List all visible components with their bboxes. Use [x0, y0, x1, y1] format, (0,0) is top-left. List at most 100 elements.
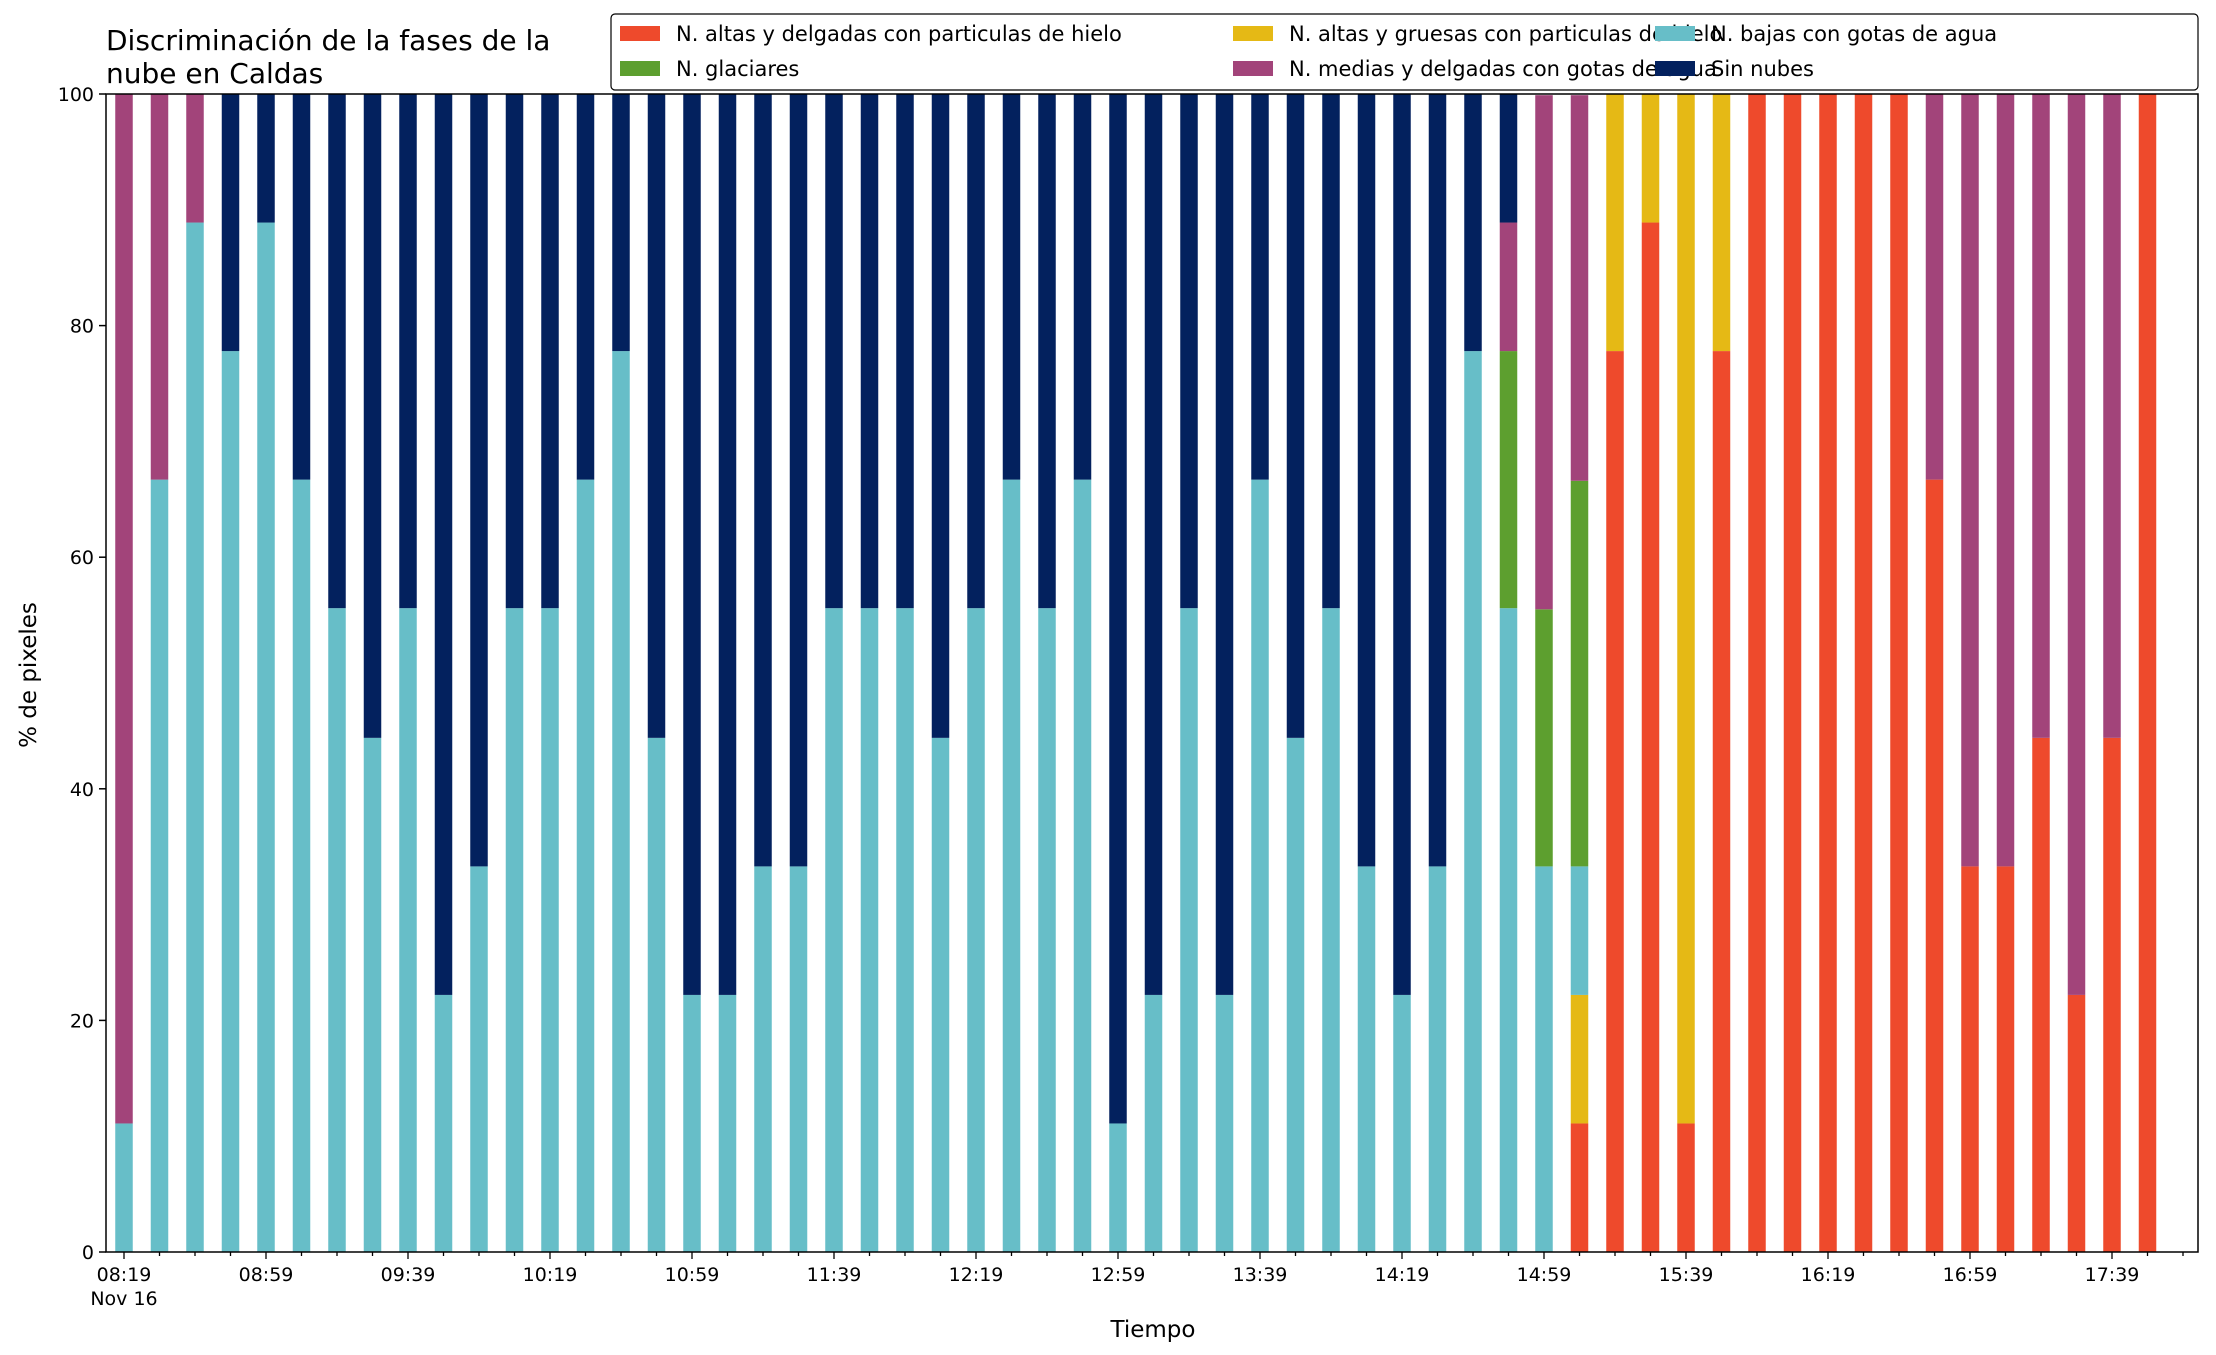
bar-segment-32-series-5 [1251, 94, 1269, 480]
bar-segment-52-series-4 [1961, 94, 1979, 867]
legend-label-5: Sin nubes [1711, 57, 1814, 81]
x-tick-label-0: 08:19 [97, 1264, 152, 1286]
bar-segment-49-series-0 [1854, 94, 1873, 1252]
bar-segment-13-series-5 [576, 94, 595, 480]
bar-segment-41-series-2 [1570, 866, 1589, 995]
chart-title-line-2: nube en Caldas [106, 57, 323, 90]
bar-segment-39-series-2 [1499, 608, 1518, 1252]
bar-segment-24-series-2 [967, 608, 985, 1252]
y-tick-label-4: 80 [70, 316, 94, 338]
y-tick-label-3: 60 [70, 547, 94, 569]
bar-segment-4-series-5 [257, 94, 275, 223]
bar-segment-39-series-3 [1499, 351, 1518, 609]
chart-title: Discriminación de la fases de la nube en… [106, 24, 550, 90]
bar-segment-54-series-4 [2032, 94, 2050, 738]
legend-label-2: N. bajas con gotas de agua [1711, 22, 1997, 46]
bar-segment-2-series-4 [186, 94, 204, 223]
bar-segment-35-series-2 [1357, 866, 1376, 1252]
bar-segment-57-series-0 [2138, 94, 2157, 1252]
bar-segment-27-series-5 [1073, 94, 1092, 480]
bar-segment-47-series-0 [1783, 94, 1802, 1252]
bar-segment-41-series-3 [1570, 480, 1589, 867]
bar-segment-33-series-5 [1286, 94, 1305, 738]
bar-segment-26-series-5 [1038, 94, 1056, 609]
bar-segment-13-series-2 [576, 479, 595, 1252]
bar-segment-44-series-0 [1677, 1123, 1695, 1252]
plot-frame [105, 93, 2199, 1253]
bar-segment-37-series-5 [1428, 94, 1447, 867]
x-axis-label: Tiempo [1110, 1317, 1196, 1343]
bar-segment-25-series-5 [1002, 94, 1021, 480]
bar-segment-16-series-2 [683, 994, 701, 1252]
bar-segment-34-series-2 [1322, 608, 1340, 1252]
x-tick-label-56: 17:39 [2085, 1264, 2140, 1286]
bar-segment-41-series-1 [1570, 994, 1589, 1124]
bar-segment-39-series-4 [1499, 222, 1518, 352]
bar-segment-18-series-5 [754, 94, 772, 867]
bar-segment-19-series-5 [789, 94, 808, 867]
bar-segment-36-series-2 [1393, 994, 1411, 1252]
x-tick-label-8: 09:39 [381, 1264, 436, 1286]
bar-segment-37-series-2 [1428, 866, 1447, 1252]
legend-swatch-5 [1655, 61, 1695, 76]
bar-segment-27-series-2 [1073, 479, 1092, 1252]
bar-segment-20-series-5 [825, 94, 843, 609]
bar-segment-12-series-5 [541, 94, 559, 609]
bars-layer [115, 94, 2157, 1253]
bar-segment-23-series-5 [931, 94, 950, 738]
bar-segment-0-series-4 [115, 94, 133, 1124]
bar-segment-46-series-0 [1748, 94, 1766, 1252]
y-tick-label-0: 0 [82, 1242, 94, 1264]
bar-segment-43-series-1 [1641, 94, 1660, 223]
bar-segment-53-series-4 [1996, 94, 2015, 867]
y-tick-label-2: 40 [70, 779, 94, 801]
bar-segment-8-series-2 [399, 608, 417, 1252]
bar-segment-19-series-2 [789, 866, 808, 1252]
x-tick-label-48: 16:19 [1801, 1264, 1856, 1286]
bar-segment-51-series-0 [1925, 479, 1944, 1252]
bar-segment-7-series-5 [363, 94, 382, 738]
bar-segment-22-series-5 [896, 94, 914, 609]
legend-label-1: N. altas y gruesas con particulas de hie… [1289, 22, 1722, 46]
bar-segment-1-series-4 [150, 94, 169, 480]
legend-swatch-3 [620, 61, 660, 76]
bar-segment-30-series-2 [1180, 608, 1198, 1252]
bar-segment-15-series-2 [647, 737, 666, 1252]
x-tick-label-52: 16:59 [1943, 1264, 1998, 1286]
bar-segment-6-series-5 [328, 94, 346, 609]
bar-segment-45-series-1 [1712, 94, 1731, 352]
bar-segment-17-series-2 [718, 994, 737, 1252]
bar-segment-40-series-4 [1535, 95, 1553, 610]
bar-segment-55-series-4 [2067, 94, 2086, 995]
legend-label-3: N. glaciares [676, 57, 799, 81]
bar-segment-20-series-2 [825, 608, 843, 1252]
bar-segment-9-series-2 [434, 994, 453, 1252]
bar-segment-14-series-5 [612, 94, 630, 352]
y-tick-label-5: 100 [58, 84, 94, 106]
bar-segment-54-series-0 [2032, 737, 2050, 1252]
x-tick-label-4: 08:59 [239, 1264, 294, 1286]
bar-segment-26-series-2 [1038, 608, 1056, 1252]
bar-segment-5-series-2 [292, 479, 311, 1252]
bar-segment-15-series-5 [647, 94, 666, 738]
chart-title-line-1: Discriminación de la fases de la [106, 24, 550, 57]
x-tick-label-28: 12:59 [1091, 1264, 1146, 1286]
y-axis-label: % de pixeles [16, 602, 42, 748]
bar-segment-48-series-0 [1819, 94, 1837, 1252]
x-tick-label-40: 14:59 [1517, 1264, 1572, 1286]
bar-segment-36-series-5 [1393, 94, 1411, 995]
bar-segment-29-series-2 [1144, 994, 1163, 1252]
y-tick-label-1: 20 [70, 1010, 94, 1032]
bar-segment-28-series-2 [1109, 1123, 1127, 1252]
bar-segment-38-series-2 [1464, 351, 1482, 1253]
bar-segment-10-series-5 [470, 94, 488, 867]
bar-segment-42-series-0 [1606, 351, 1624, 1253]
bar-segment-12-series-2 [541, 608, 559, 1252]
bar-segment-56-series-4 [2103, 94, 2121, 738]
legend-label-4: N. medias y delgadas con gotas de agua [1289, 57, 1717, 81]
bar-segment-42-series-1 [1606, 94, 1624, 352]
bar-segment-4-series-2 [257, 222, 275, 1252]
x-tick-label-36: 14:19 [1375, 1264, 1430, 1286]
bar-segment-34-series-5 [1322, 94, 1340, 609]
bar-segment-56-series-0 [2103, 737, 2121, 1252]
